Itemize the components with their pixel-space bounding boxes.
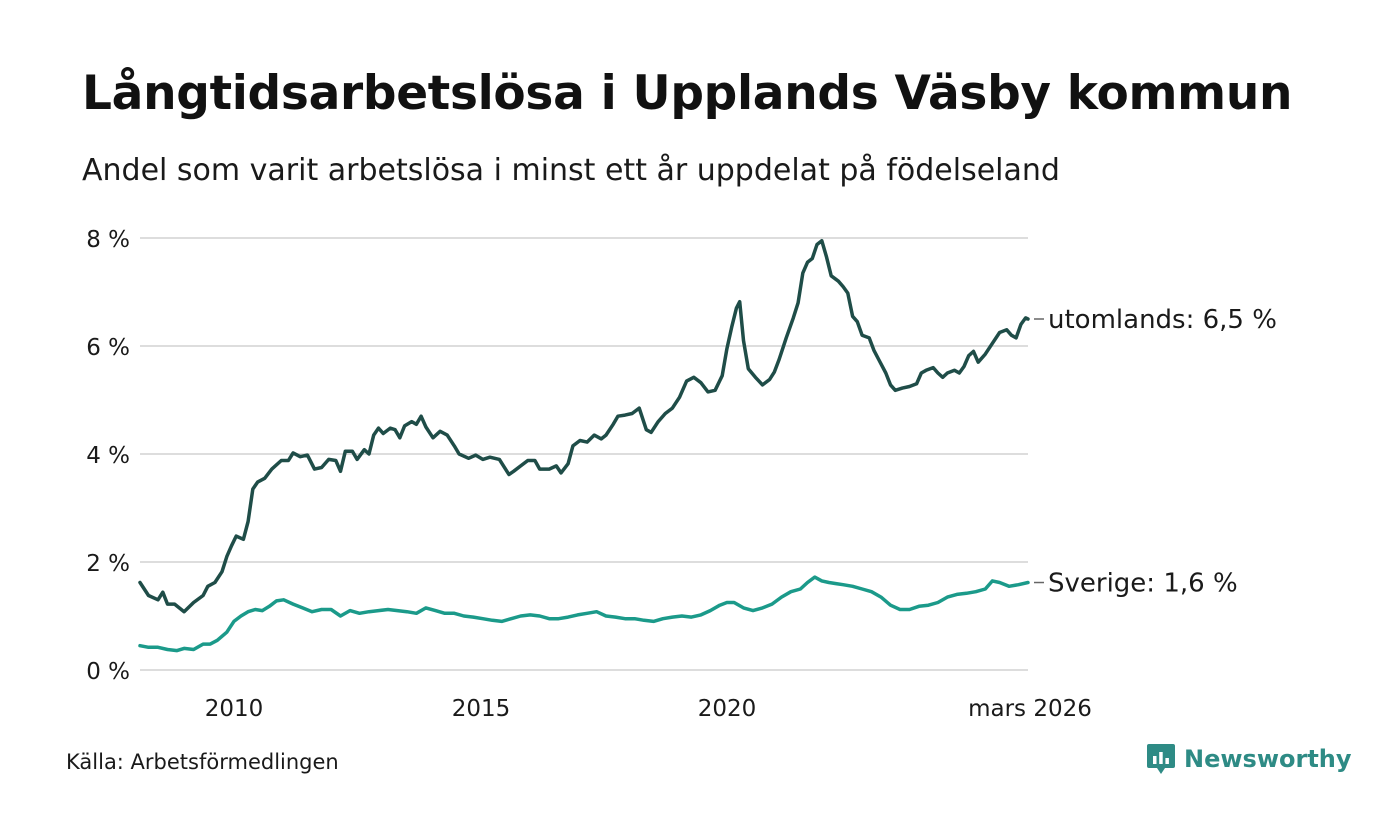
series-lines xyxy=(138,238,1030,653)
chart-title: Långtidsarbetslösa i Upplands Väsby komm… xyxy=(82,66,1293,121)
source-note: Källa: Arbetsförmedlingen xyxy=(66,750,339,774)
line-chart: 0 % 2 % 4 % 6 % 8 % 2010 2015 2020 mars 2026 ut… xyxy=(86,227,1277,722)
series-line-utomlands xyxy=(138,238,1030,614)
series-end-label: Sverige: 1,6 % xyxy=(1048,569,1238,599)
y-tick-label: 6 % xyxy=(86,335,130,361)
brand-logo[interactable]: Newsworthy xyxy=(1146,742,1352,776)
brand-name: Newsworthy xyxy=(1184,745,1352,773)
newsworthy-logo-icon xyxy=(1147,744,1175,774)
series-line-sverige xyxy=(138,575,1030,653)
y-tick-label: 0 % xyxy=(86,659,130,685)
y-tick-label: 8 % xyxy=(86,227,130,253)
x-axis-tick-labels: 2010 2015 2020 mars 2026 xyxy=(205,696,1092,722)
chart-subtitle: Andel som varit arbetslösa i minst ett å… xyxy=(82,153,1060,188)
x-tick-label: 2010 xyxy=(205,696,264,722)
y-axis-tick-labels: 0 % 2 % 4 % 6 % 8 % xyxy=(86,227,130,685)
x-tick-label: 2015 xyxy=(452,696,511,722)
series-end-label: utomlands: 6,5 % xyxy=(1048,305,1277,335)
series-end-labels: utomlands: 6,5 % Sverige: 1,6 % xyxy=(1034,305,1277,599)
x-tick-label: 2020 xyxy=(698,696,757,722)
x-tick-label: mars 2026 xyxy=(968,696,1092,722)
y-tick-label: 4 % xyxy=(86,443,130,469)
gridlines xyxy=(140,237,1028,671)
y-tick-label: 2 % xyxy=(86,551,130,577)
